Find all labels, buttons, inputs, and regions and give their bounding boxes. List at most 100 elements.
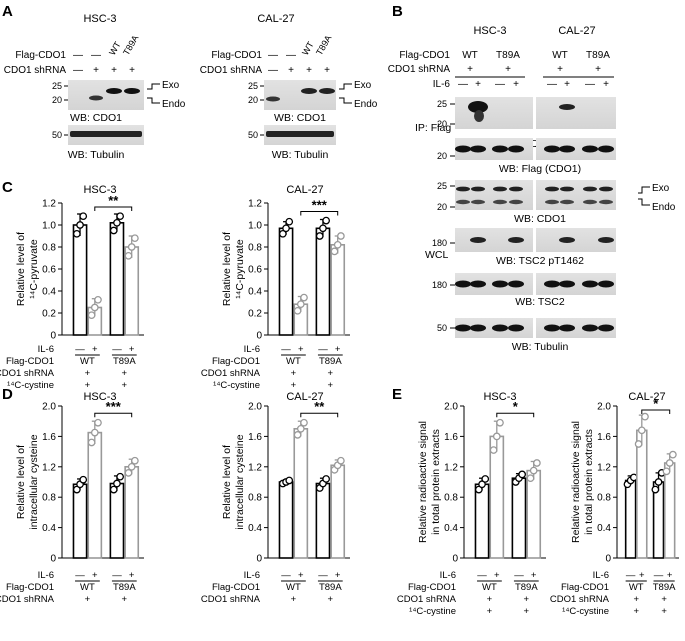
data-point	[87, 311, 96, 320]
bar	[109, 222, 125, 336]
lane-shrna: +	[467, 64, 473, 75]
y-tick-label: 0	[256, 554, 262, 565]
lane-il6: —	[514, 570, 524, 581]
band	[493, 199, 507, 205]
data-point	[282, 224, 290, 233]
data-point	[90, 303, 99, 312]
lane-shrna: +	[93, 65, 99, 76]
blot-label: WB: CDO1	[274, 112, 326, 124]
y-axis-label: Relative radioactive signalin total prot…	[570, 421, 595, 543]
data-point	[293, 431, 302, 439]
lane-flag: T89A	[515, 582, 538, 593]
condition-label: IL-6	[38, 344, 54, 355]
condition-label: CDO1 shRNA	[0, 594, 55, 605]
bar	[663, 462, 676, 559]
y-axis-label: Relative level ofintracellular cysteine	[15, 434, 40, 529]
blot-membrane	[536, 180, 616, 210]
condition-label: ¹⁴C-cystine	[213, 380, 260, 391]
data-point	[293, 306, 302, 315]
significance-bracket	[300, 211, 339, 216]
band	[508, 237, 524, 243]
band	[599, 186, 613, 192]
lane-flag: WT	[482, 582, 497, 593]
data-point	[76, 221, 84, 229]
lane-flag: T89A	[496, 50, 520, 61]
bar	[330, 244, 346, 336]
band	[545, 199, 559, 205]
chart-title: CAL-27	[286, 391, 323, 403]
lane-il6: +	[513, 79, 519, 90]
data-point	[634, 440, 643, 448]
blot-label: WB: Flag (CDO1)	[499, 163, 581, 175]
mw-marker: 20	[437, 151, 447, 161]
band	[456, 199, 470, 205]
lane-il6: +	[531, 570, 537, 581]
lane-il6: +	[129, 344, 135, 355]
lane-cystine: +	[291, 380, 297, 391]
blot-membrane	[536, 273, 616, 295]
condition-label: IL-6	[593, 570, 609, 581]
lane-flag: T89A	[113, 582, 136, 593]
mw-marker: 180	[432, 280, 447, 290]
lane-flag: —	[286, 50, 296, 61]
lane-shrna: +	[324, 65, 330, 76]
significance-bracket	[94, 206, 133, 211]
data-point	[109, 485, 118, 494]
data-point	[94, 418, 102, 427]
significance-bracket	[94, 412, 133, 418]
condition-label: IL-6	[38, 570, 54, 581]
band	[266, 131, 334, 137]
data-point	[79, 475, 88, 484]
panel-a-hsc-shrna-vals: — + + +	[73, 65, 135, 76]
band	[470, 237, 486, 243]
lane-il6: +	[335, 344, 341, 355]
bar	[474, 483, 490, 559]
condition-label: CDO1 shRNA	[397, 594, 457, 605]
lane-flag: WT	[107, 39, 123, 57]
band	[559, 145, 575, 153]
chart-title: CAL-27	[628, 391, 665, 403]
lane-flag: WT	[552, 50, 568, 61]
band	[598, 145, 614, 153]
y-axis-label: Relative radioactive signalin total prot…	[417, 421, 442, 543]
data-point	[300, 418, 308, 427]
band	[544, 280, 560, 288]
panel-b-blot: 25 20 WB: CDO1	[437, 180, 616, 225]
lane-il6: —	[318, 344, 328, 355]
condition-label: Flag-CDO1	[6, 582, 54, 593]
lane-flag: T89A	[586, 50, 610, 61]
condition-label: CDO1 shRNA	[0, 368, 55, 379]
chart-C-hsc: HSC-3 0 0.2 0.4 0.6 0.8 1.0 1.2 Relative level o…	[0, 184, 144, 391]
significance-label: *	[513, 399, 519, 414]
lane-shrna: +	[487, 594, 493, 605]
band	[582, 324, 598, 332]
blot-label: WB: TSC2	[515, 296, 565, 308]
lane-shrna: +	[85, 368, 91, 379]
lane-flag: T89A	[121, 33, 140, 57]
mw-marker: 25	[437, 99, 447, 109]
band	[492, 145, 508, 153]
blot-membrane	[536, 138, 616, 160]
endo-arrow	[147, 97, 160, 104]
mw-marker: 50	[52, 130, 62, 140]
lane-shrna: +	[85, 594, 91, 605]
panel-a: A HSC-3 Flag-CDO1 — — WT T89A CDO1 shRNA…	[2, 3, 378, 161]
bar	[636, 429, 648, 559]
wcl-label: WCL	[425, 249, 448, 261]
y-axis-label: Relative level of¹⁴C-pyruvate	[15, 232, 40, 306]
lane-il6: —	[547, 79, 557, 90]
data-point	[481, 475, 490, 483]
lane-flag: —	[91, 50, 101, 61]
data-point	[296, 424, 305, 433]
blot-label: WB: Tubulin	[272, 149, 329, 161]
y-tick-label: 1.6	[444, 432, 458, 443]
lane-il6: +	[298, 570, 304, 581]
lane-shrna: +	[328, 594, 334, 605]
condition-label: ¹⁴C-cystine	[7, 380, 54, 391]
lane-shrna: —	[73, 65, 83, 76]
lane-il6: —	[477, 570, 487, 581]
mw-marker: 20	[437, 119, 447, 129]
lane-flag: WT	[80, 356, 95, 367]
